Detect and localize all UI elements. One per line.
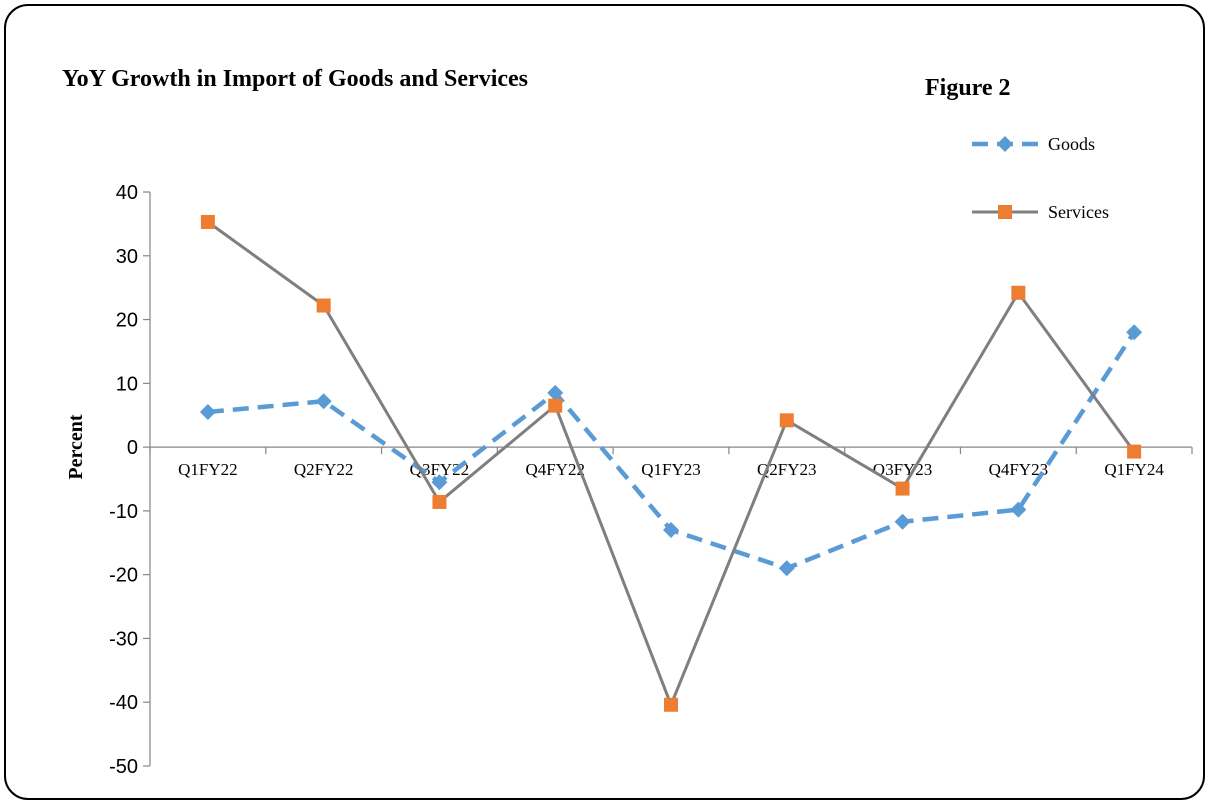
data-point-services	[548, 398, 563, 413]
data-point-services	[664, 697, 678, 712]
data-point-goods	[431, 474, 448, 491]
figure-label: Figure 2	[925, 75, 1011, 101]
legend-label-services: Services	[1048, 202, 1109, 222]
data-point-services	[895, 481, 910, 496]
data-point-goods	[778, 560, 795, 577]
data-point-goods	[199, 404, 216, 421]
data-point-goods	[547, 384, 564, 401]
data-point-services	[779, 413, 794, 428]
legend-marker-goods	[997, 136, 1013, 152]
y-tick-label: -30	[109, 628, 138, 650]
y-tick-label: -20	[109, 565, 138, 587]
chart-title: YoY Growth in Import of Goods and Servic…	[62, 66, 528, 92]
series-services	[200, 214, 1142, 712]
data-point-services	[316, 298, 331, 313]
x-tick-label: Q4FY23	[989, 460, 1049, 479]
data-point-services	[432, 494, 447, 509]
x-tick-label: Q1FY23	[641, 460, 701, 479]
y-tick-label: 40	[116, 182, 138, 204]
data-point-goods	[1010, 501, 1027, 518]
x-tick-label: Q4FY22	[525, 460, 585, 479]
y-axis-label: Percent	[65, 414, 87, 479]
data-point-services	[200, 214, 215, 229]
series-layer	[199, 214, 1143, 712]
x-tick-label: Q2FY22	[294, 460, 354, 479]
data-point-services	[1011, 285, 1026, 300]
y-tick-label: -40	[109, 692, 138, 714]
x-axis: Q1FY22 Q2FY22 Q3FY22 Q4FY22 Q1FY23 Q2FY23 Q3FY…	[149, 446, 1193, 479]
legend-item-goods: Goods	[972, 134, 1095, 154]
y-tick-label: 0	[127, 437, 138, 459]
data-point-goods	[1126, 324, 1143, 341]
legend-marker-services	[998, 205, 1012, 219]
legend-item-services: Services	[972, 202, 1109, 222]
x-tick-label: Q1FY24	[1104, 460, 1164, 479]
data-point-goods	[894, 513, 911, 530]
data-point-goods	[663, 522, 679, 539]
data-point-goods	[315, 393, 332, 410]
y-tick-label: -50	[109, 756, 138, 778]
x-tick-label: Q2FY23	[757, 460, 817, 479]
x-tick-label: Q1FY22	[178, 460, 238, 479]
data-point-services	[1127, 444, 1142, 459]
y-axis: 40 30 20 10 0 -10 -20 -30 -40 -50	[109, 182, 151, 778]
legend-label-goods: Goods	[1048, 134, 1095, 154]
y-tick-label: -10	[109, 501, 138, 523]
y-tick-label: 20	[116, 310, 138, 332]
y-tick-label: 10	[116, 373, 138, 395]
y-tick-label: 30	[116, 246, 138, 268]
legend: Goods Services	[972, 134, 1109, 222]
series-goods	[199, 324, 1143, 577]
